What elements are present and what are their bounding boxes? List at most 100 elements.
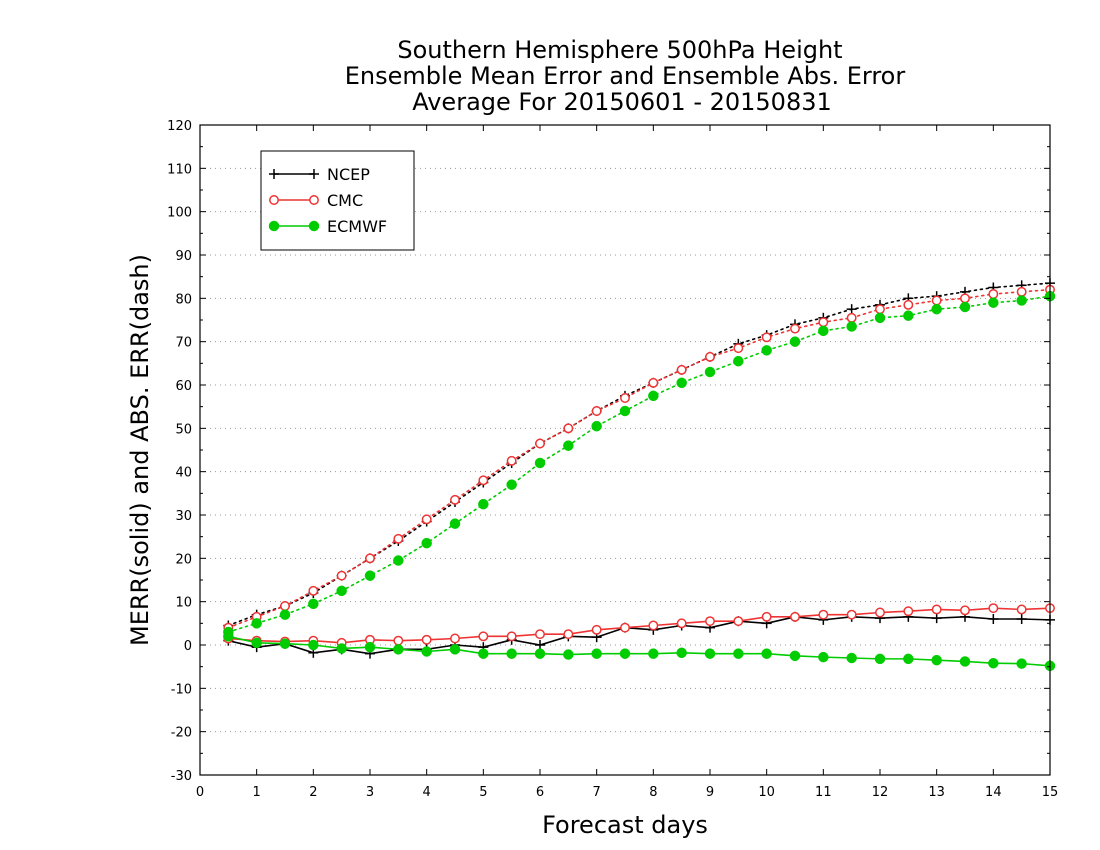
cmc-merr-point — [648, 620, 659, 631]
ecmwf-abs-err-point — [846, 321, 857, 332]
cmc-abs-err-point — [365, 553, 375, 564]
cmc-merr-point — [620, 622, 630, 633]
ecmwf-abs-err-point — [336, 585, 347, 597]
x-tick-label: 5 — [479, 785, 487, 800]
series-layer — [223, 278, 1056, 672]
ecmwf-abs-err-point — [506, 479, 517, 490]
ecmwf-merr-point — [364, 641, 376, 653]
ecmwf-merr-point — [874, 653, 886, 665]
cmc-merr-point — [478, 631, 489, 642]
cmc-abs-err-point — [761, 332, 772, 343]
ecmwf-abs-err-point — [988, 297, 999, 308]
legend-label: ECMWF — [327, 217, 387, 236]
cmc-merr-point — [450, 633, 460, 644]
y-tick-label: 20 — [175, 552, 192, 567]
y-tick-label: -30 — [171, 769, 192, 784]
ecmwf-merr-point — [506, 648, 517, 659]
ecmwf-merr-point — [959, 656, 971, 667]
cmc-merr-point — [818, 609, 829, 620]
cmc-merr-point — [421, 634, 432, 645]
cmc-abs-err-point — [620, 393, 630, 403]
cmc-abs-err-point — [960, 293, 970, 304]
ecmwf-merr-point — [421, 646, 432, 657]
cmc-abs-err-point — [903, 299, 914, 310]
y-tick-label: 80 — [175, 292, 192, 307]
cmc-abs-err-point — [535, 438, 545, 449]
ecmwf-merr-point — [903, 653, 914, 665]
ecmwf-abs-err-point — [931, 303, 942, 315]
legend-marker — [308, 220, 320, 232]
legend-item-ncep: NCEP — [269, 165, 370, 184]
y-tick-label: 90 — [175, 249, 192, 264]
ecmwf-abs-err-point — [393, 555, 404, 566]
cmc-merr-point — [1016, 604, 1027, 615]
ecmwf-merr-point — [648, 648, 659, 659]
cmc-abs-err-point — [818, 317, 829, 328]
y-tick-label: 10 — [175, 596, 192, 611]
ecmwf-abs-err-point — [251, 618, 262, 629]
y-tick-label: -20 — [171, 726, 192, 741]
x-tick-label: 3 — [366, 785, 374, 800]
ecmwf-abs-err-point — [789, 336, 801, 347]
cmc-abs-err-point — [733, 343, 744, 354]
ecmwf-merr-point — [251, 637, 262, 649]
cmc-abs-err-point — [676, 364, 687, 375]
ecmwf-merr-point — [818, 651, 829, 663]
x-tick-label: 0 — [196, 785, 204, 800]
y-tick-label: 0 — [184, 639, 192, 654]
legend-marker — [269, 195, 279, 205]
cmc-merr-point — [506, 631, 517, 642]
ecmwf-abs-err-point — [959, 301, 971, 313]
ecmwf-merr-point — [733, 648, 744, 659]
y-tick-label: 110 — [167, 162, 192, 177]
ecmwf-merr-point — [591, 648, 602, 659]
cmc-abs-err-point — [450, 494, 460, 505]
y-tick-label: 60 — [175, 379, 192, 394]
cmc-abs-err-line — [227, 288, 1051, 629]
y-axis-title: MERR(solid) and ABS. ERR(dash) — [126, 254, 154, 646]
y-tick-label: 100 — [167, 206, 192, 221]
ecmwf-abs-err-point — [619, 405, 631, 417]
cmc-abs-err-point — [563, 423, 574, 434]
cmc-merr-point — [790, 611, 800, 622]
ecmwf-abs-err-point — [478, 498, 489, 510]
cmc-abs-err-point — [478, 475, 489, 486]
ecmwf-merr-point — [478, 648, 489, 659]
cmc-abs-err-point — [790, 323, 800, 334]
title-line-1: Southern Hemisphere 500hPa Height — [397, 36, 842, 64]
cmc-abs-err-point — [591, 406, 602, 416]
cmc-merr-point — [393, 635, 404, 646]
x-tick-label: 12 — [872, 785, 889, 800]
ecmwf-abs-err-point — [364, 570, 376, 581]
legend-label: CMC — [327, 191, 363, 210]
legend-marker — [309, 195, 319, 205]
cmc-abs-err-point — [280, 601, 290, 611]
x-tick-labels: 0 1 2 3 4 5 6 7 8 9 10 11 12 13 14 15 — [196, 785, 1058, 800]
ecmwf-merr-point — [393, 644, 404, 655]
ecmwf-merr-point — [619, 648, 631, 659]
cmc-abs-err-point — [648, 377, 659, 388]
cmc-abs-err-point — [393, 533, 404, 544]
ecmwf-merr-point — [789, 650, 801, 662]
ecmwf-abs-err-point — [704, 366, 716, 378]
cmc-abs-err-point — [846, 312, 857, 323]
legend-marker — [309, 169, 319, 179]
ecmwf-merr-point — [563, 649, 574, 660]
cmc-merr-point — [846, 609, 857, 620]
cmc-merr-point — [761, 611, 772, 622]
y-tick-label: 40 — [175, 466, 192, 481]
cmc-merr-point — [931, 604, 942, 615]
cmc-merr-line — [228, 607, 1051, 644]
ncep-merr-point — [535, 640, 545, 650]
ecmwf-abs-err-point — [308, 598, 319, 610]
cmc-merr-point — [960, 605, 970, 616]
ecmwf-merr-point — [223, 631, 234, 642]
cmc-abs-err-point — [506, 455, 517, 466]
cmc-abs-err-point — [988, 289, 999, 299]
x-tick-label: 1 — [253, 785, 261, 800]
cmc-merr-point — [903, 606, 914, 617]
cmc-merr-point — [591, 624, 602, 635]
axis-ticks — [199, 124, 1051, 776]
ecmwf-abs-err-point — [733, 355, 744, 367]
legend: NCEP CMC ECMWF — [260, 150, 415, 251]
